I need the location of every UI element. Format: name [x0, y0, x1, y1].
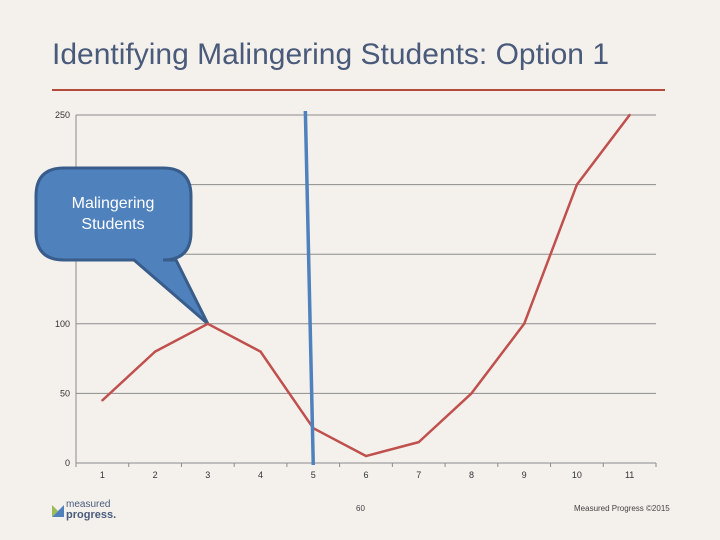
data-point-4	[259, 350, 262, 353]
title-divider	[52, 89, 665, 91]
data-point-1	[101, 399, 104, 402]
callout-shape	[34, 166, 210, 325]
data-point-6	[364, 454, 368, 458]
x-axis-tick-labels: 1 2 3 4 5 6 7 8 9 10 11	[100, 470, 634, 480]
x-tick-label-11: 11	[625, 470, 634, 480]
x-tick-label-10: 10	[572, 470, 582, 480]
data-point-8	[470, 392, 473, 395]
x-tick-label-8: 8	[469, 470, 474, 480]
x-tick-label-3: 3	[205, 470, 210, 480]
logo-text-bottom: progress.	[66, 509, 117, 521]
data-point-2	[153, 350, 157, 353]
x-tick-label-6: 6	[363, 470, 368, 480]
x-tick-label-1: 1	[100, 470, 105, 480]
data-point-7	[417, 440, 420, 444]
data-point-3	[206, 322, 210, 325]
callout-line-2: Students	[81, 216, 145, 233]
y-tick-label-250: 250	[55, 110, 70, 120]
x-tick-label-2: 2	[153, 470, 158, 480]
callout-label: Malingering Students	[38, 193, 188, 235]
page-number: 60	[356, 504, 365, 513]
callout-bubble	[34, 166, 210, 325]
cutoff-layer	[303, 110, 316, 466]
logo-text-top: measured	[66, 499, 111, 510]
x-tick-label-9: 9	[522, 470, 527, 480]
y-axis-tick-labels: 050100150250	[55, 110, 70, 468]
y-tick-label-100: 100	[55, 319, 70, 329]
y-tick-label-50: 50	[60, 388, 70, 398]
x-tick-label-4: 4	[258, 470, 263, 480]
y-tick-label-0: 0	[65, 458, 70, 468]
data-point-10	[575, 183, 579, 186]
cutoff-line	[303, 110, 316, 466]
callout-line-1: Malingering	[71, 195, 155, 212]
x-tick-label-5: 5	[311, 470, 316, 480]
logo-mark-icon	[52, 505, 64, 517]
copyright-notice: Measured Progress ©2015	[574, 504, 670, 513]
page-title: Identifying Malingering Students: Option…	[52, 38, 610, 71]
data-point-9	[522, 322, 526, 325]
data-point-11	[628, 113, 631, 117]
measured-progress-logo: measured progress.	[52, 499, 122, 523]
x-tick-label-7: 7	[416, 470, 421, 480]
